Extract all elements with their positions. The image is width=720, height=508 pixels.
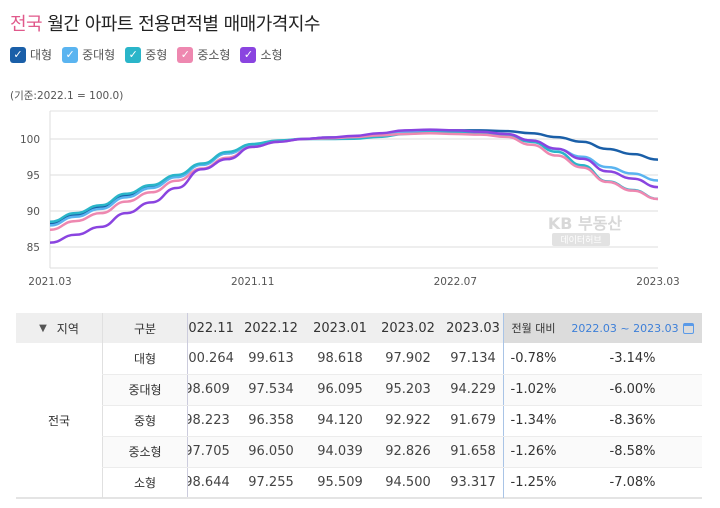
mom-cell: -0.78% [503,343,563,374]
value-cell: 97.902 [385,351,431,366]
checkbox-icon[interactable]: ✓ [62,46,79,63]
category-cell: 중형 [102,405,187,436]
title-region: 전국 [10,14,43,35]
legend-label: 소형 [260,48,283,62]
series-line-2[interactable] [49,131,659,224]
category-cell: 대형 [102,343,187,374]
range-label[interactable]: 2022.03 ~ 2023.03 [571,321,679,335]
checkbox-icon[interactable]: ✓ [177,46,194,63]
y-tick-label: 90 [27,206,40,218]
x-tick-label: 2022.07 [434,276,477,288]
header-month: 2022.11 [188,320,234,336]
y-tick-label: 95 [27,170,40,182]
legend-label: 중대형 [82,48,116,62]
watermark-sub: 데이터허브 [560,235,601,246]
line-chart: 85 90 95 100 2021.03 2021.11 2022.07 2023.03 KB … [20,110,680,288]
range-cell: -7.08% [609,475,656,490]
range-cell: -8.58% [563,436,702,467]
x-tick-label: 2021.11 [231,276,274,288]
series-line-0[interactable] [49,129,659,225]
header-month: 2023.01 [313,320,367,336]
value-cell: 96.095 [306,374,374,405]
value-cell: 97.705 [188,436,236,467]
scroll-inner: 2022.11 100.264 98.609 98.223 97.705 98.644 20… [187,313,504,497]
legend-item[interactable]: ✓ 중형 [125,46,167,63]
legend-label: 중소형 [197,48,231,62]
value-cell: 95.509 [317,475,363,490]
x-tick-label: 2023.03 [636,276,679,288]
value-cell: 94.500 [385,475,431,490]
series-line-4[interactable] [49,128,659,244]
value-cell: 92.922 [385,413,431,428]
mom-cell: -1.26% [503,436,563,467]
y-tick-label: 85 [27,242,40,254]
header-month: 2023.03 [446,320,500,336]
mom-cell: -1.02% [503,374,563,405]
title-text: 월간 아파트 전용면적별 매매가격지수 [47,14,320,35]
legend-label: 중형 [145,48,168,62]
value-cell: 98.618 [317,351,363,366]
header-month: 2023.02 [381,320,435,336]
mom-cell: -1.25% [503,467,563,498]
category-cell: 중대형 [102,374,187,405]
page-title: 전국 월간 아파트 전용면적별 매매가격지수 [10,10,320,36]
checkbox-icon[interactable]: ✓ [10,46,26,63]
header-category: 구분 [102,313,187,343]
value-cell: 92.826 [374,436,442,467]
base-note: (기준:2022.1 = 100.0) [10,90,124,102]
watermark-badge [552,233,610,246]
range-cell: -8.36% [609,413,656,428]
value-cell: 98.644 [187,475,230,490]
row-divider [102,436,702,437]
legend-item[interactable]: ✓ 대형 [10,46,52,63]
scrollable-columns[interactable]: 2022.11 100.264 98.609 98.223 97.705 98.644 20… [187,313,504,497]
header-month: 2022.12 [244,320,298,336]
mom-cell: -1.34% [503,405,563,436]
value-cell: 91.658 [442,436,504,467]
row-divider [102,405,702,406]
legend-item[interactable]: ✓ 중소형 [177,46,230,63]
value-cell: 91.679 [450,413,496,428]
calendar-icon[interactable] [682,322,694,334]
header-region[interactable]: ▼ 지역 [16,313,102,343]
table-bottom-border [16,497,702,499]
value-cell: 98.223 [187,413,230,428]
header-mom: 전월 대비 [503,313,563,343]
header-range[interactable]: 2022.03 ~ 2023.03 [563,313,702,343]
category-cell: 소형 [102,467,187,498]
row-divider [102,467,702,468]
legend-item[interactable]: ✓ 소형 [240,46,283,63]
range-cell: -3.14% [609,351,656,366]
value-cell: 95.203 [374,374,442,405]
filter-icon[interactable]: ▼ [39,322,47,334]
region-cell: 전국 [47,413,71,428]
legend: ✓ 대형 ✓ 중대형 ✓ 중형 ✓ 중소형 ✓ 소형 [10,46,283,63]
value-cell: 96.358 [248,413,294,428]
value-cell: 97.534 [236,374,306,405]
y-tick-label: 100 [20,134,40,146]
value-cell: 97.255 [248,475,294,490]
x-tick-label: 2021.03 [28,276,71,288]
checkbox-icon[interactable]: ✓ [125,46,142,63]
value-cell: 94.120 [317,413,363,428]
value-cell: 100.264 [188,351,234,366]
value-cell: 96.050 [236,436,306,467]
watermark-logo: KB 부동산 [548,214,623,233]
data-table: ▼지역 구분 2022.11100.26498.60998.22397.7059… [16,313,702,499]
value-cell: 98.609 [188,374,236,405]
category-cell: 중소형 [102,436,187,467]
value-cell: 99.613 [248,351,294,366]
range-cell: -6.00% [563,374,702,405]
value-cell: 94.229 [442,374,504,405]
value-cell: 97.134 [450,351,496,366]
value-cell: 94.039 [306,436,374,467]
value-cell: 93.317 [450,475,496,490]
legend-item[interactable]: ✓ 중대형 [62,46,115,63]
header-region-label: 지역 [56,321,79,336]
row-divider [102,374,702,375]
checkbox-icon[interactable]: ✓ [240,46,257,63]
legend-label: 대형 [30,48,53,62]
